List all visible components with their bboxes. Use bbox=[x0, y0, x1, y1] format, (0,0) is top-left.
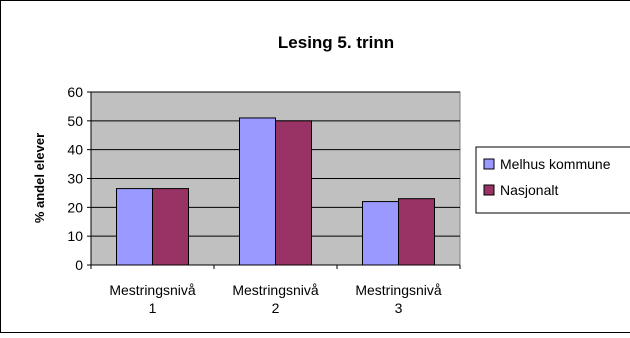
y-axis-label: % andel elever bbox=[32, 133, 47, 223]
x-tick-label-line: Mestringsnivå bbox=[232, 282, 319, 298]
legend: Melhus kommune Nasjonalt bbox=[476, 147, 630, 213]
plot-area: 0 10 20 30 40 50 60 Mestringsnivå 1 Mestringsnivå… bbox=[67, 84, 460, 316]
bar bbox=[276, 121, 312, 265]
y-tick-label: 20 bbox=[67, 199, 83, 215]
y-tick-label: 40 bbox=[67, 142, 83, 158]
x-tick-label-line: 3 bbox=[395, 300, 403, 316]
x-tick-label-line: Mestringsnivå bbox=[109, 282, 196, 298]
y-tick-label: 50 bbox=[67, 113, 83, 129]
bar bbox=[240, 118, 276, 265]
y-tick-label: 60 bbox=[67, 84, 83, 100]
y-tick-label: 30 bbox=[67, 171, 83, 187]
bar bbox=[399, 199, 435, 265]
y-tick-label: 0 bbox=[75, 257, 83, 273]
x-tick-label-line: 1 bbox=[149, 300, 157, 316]
y-tick-label: 10 bbox=[67, 228, 83, 244]
legend-label: Melhus kommune bbox=[500, 156, 611, 172]
bar bbox=[117, 189, 153, 265]
legend-swatch bbox=[484, 159, 494, 169]
bar bbox=[153, 189, 189, 265]
chart-title: Lesing 5. trinn bbox=[278, 33, 394, 52]
legend-swatch bbox=[484, 185, 494, 195]
legend-label: Nasjonalt bbox=[500, 182, 558, 198]
bar bbox=[363, 202, 399, 265]
x-tick-label-line: Mestringsnivå bbox=[355, 282, 442, 298]
x-tick-label-line: 2 bbox=[272, 300, 280, 316]
